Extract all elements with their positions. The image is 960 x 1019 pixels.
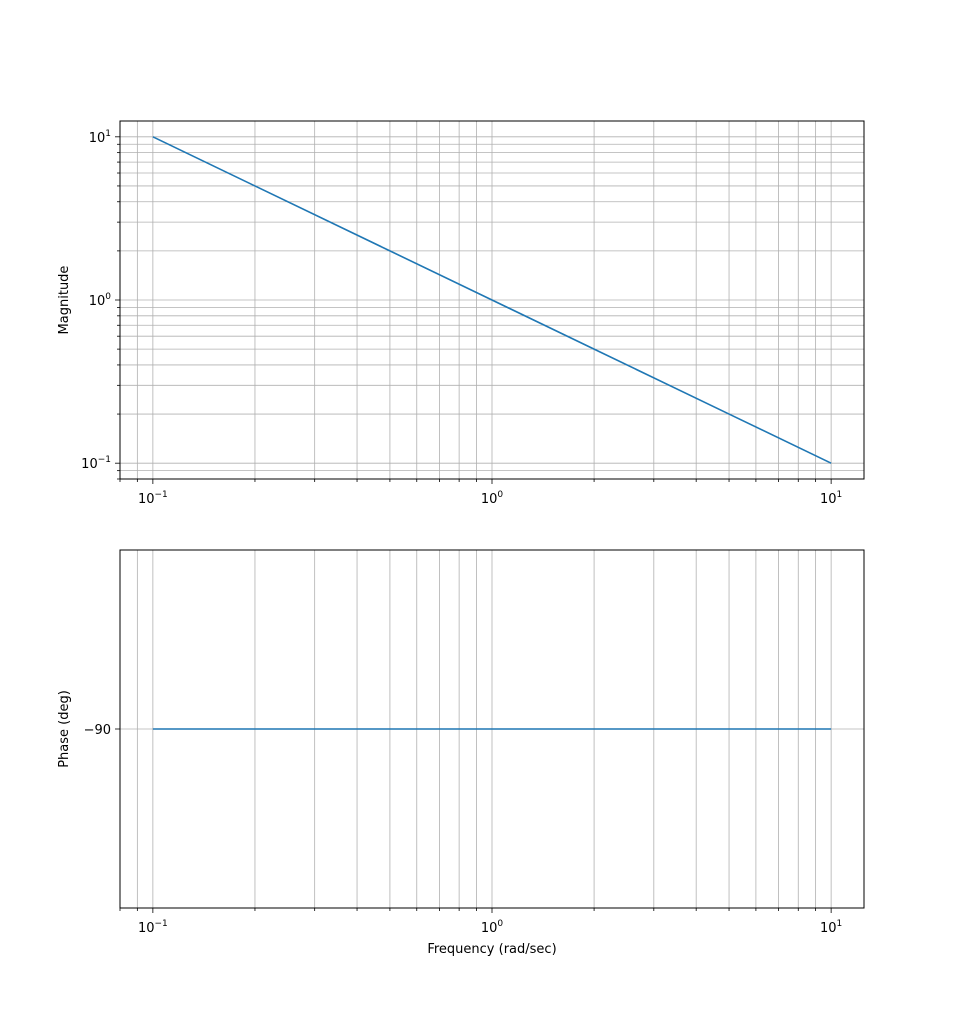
y-tick-label: −90 — [84, 723, 111, 738]
x-tick-label: 101 — [820, 490, 842, 507]
x-tick-label: 10−1 — [138, 919, 168, 936]
y-tick-label: 10−1 — [81, 455, 111, 472]
phase-plot: 10−1 100 101 −90 Phase (deg) Frequency (rad/s… — [57, 549, 865, 957]
x-tick-label: 10−1 — [138, 490, 168, 507]
y-tick-label: 101 — [89, 129, 111, 146]
magnitude-plot: 10−1 100 101 10−1 100 101 Magnitude — [57, 120, 865, 507]
y-axis-label: Magnitude — [57, 266, 72, 335]
x-axis-label: Frequency (rad/sec) — [427, 942, 556, 957]
x-tick-label: 101 — [820, 919, 842, 936]
axes-frame — [119, 120, 865, 480]
x-tick-label: 100 — [481, 490, 504, 507]
y-axis-label: Phase (deg) — [57, 690, 72, 768]
y-tick-label: 100 — [89, 292, 112, 309]
series-line — [152, 136, 832, 464]
x-tick-label: 100 — [481, 919, 504, 936]
axes-frame — [119, 549, 865, 909]
